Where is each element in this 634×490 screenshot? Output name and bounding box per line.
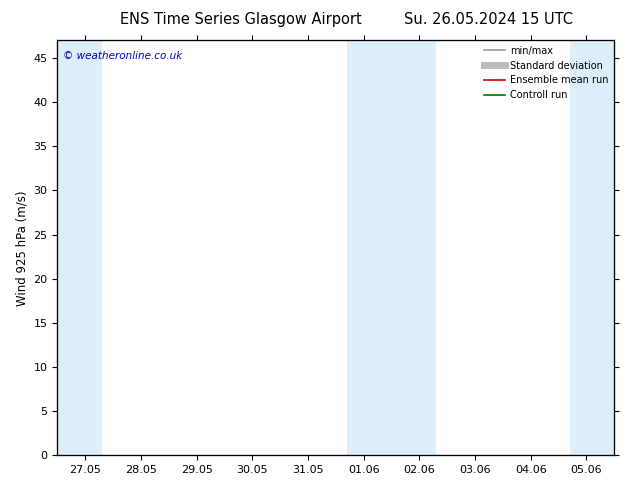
Bar bbox=[569, 41, 614, 455]
Bar bbox=[347, 41, 436, 455]
Legend: min/max, Standard deviation, Ensemble mean run, Controll run: min/max, Standard deviation, Ensemble me… bbox=[480, 42, 612, 104]
Bar bbox=[58, 41, 102, 455]
Text: Su. 26.05.2024 15 UTC: Su. 26.05.2024 15 UTC bbox=[404, 12, 573, 27]
Y-axis label: Wind 925 hPa (m/s): Wind 925 hPa (m/s) bbox=[15, 190, 28, 306]
Text: ENS Time Series Glasgow Airport: ENS Time Series Glasgow Airport bbox=[120, 12, 362, 27]
Text: © weatheronline.co.uk: © weatheronline.co.uk bbox=[63, 51, 182, 61]
